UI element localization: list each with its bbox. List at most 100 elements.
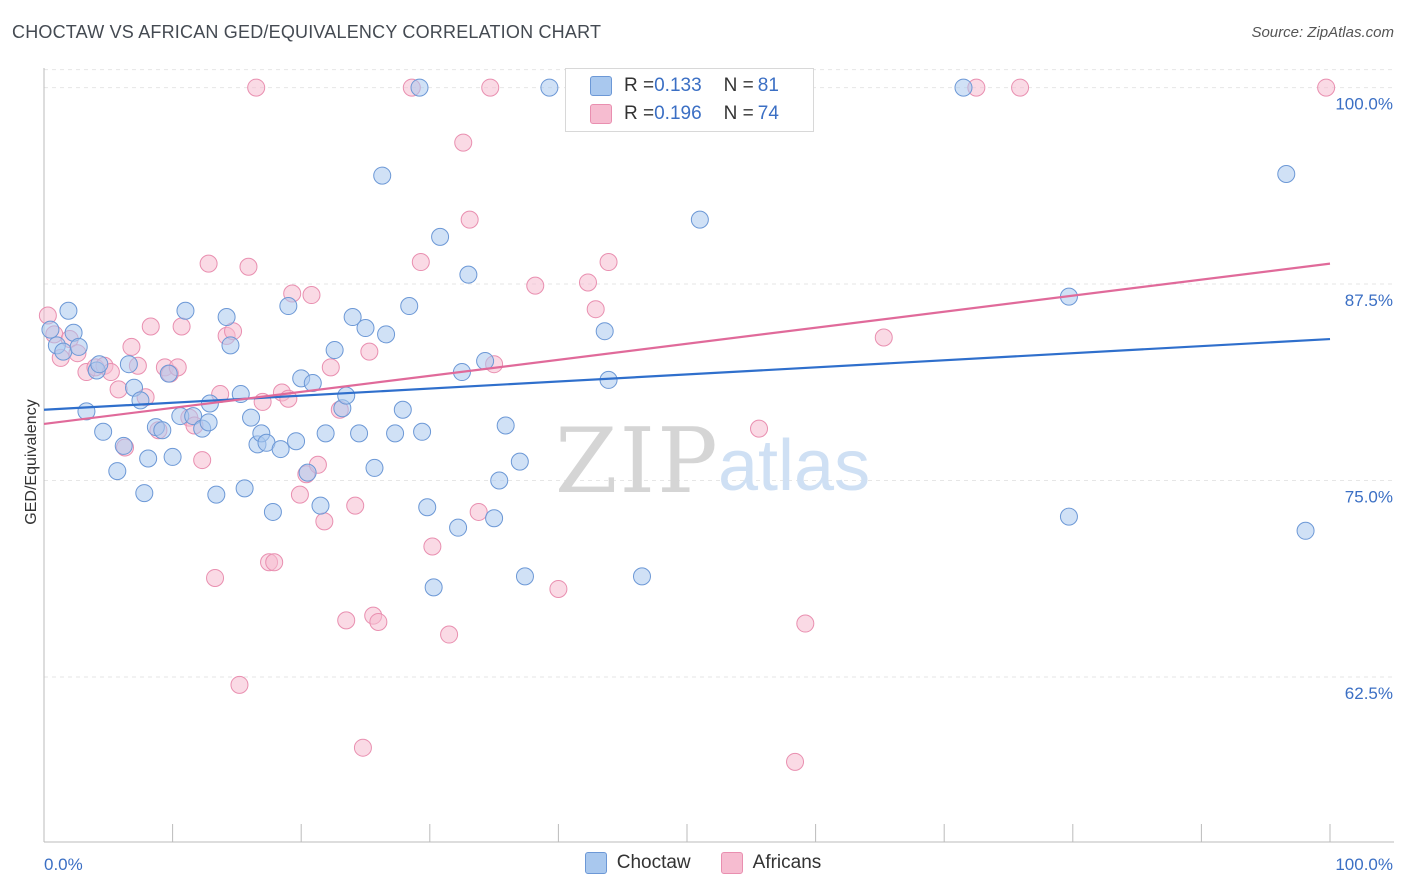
legend-item-choctaw: Choctaw — [584, 852, 691, 874]
choctaw-point — [1059, 507, 1078, 526]
legend-item-africans: Africans — [720, 852, 822, 874]
choctaw-point — [153, 421, 172, 440]
choctaw-point — [316, 424, 335, 443]
choctaw-point — [1296, 521, 1315, 540]
choctaw-point — [263, 502, 282, 521]
choctaw-point — [400, 297, 419, 316]
africans-point — [239, 257, 258, 276]
africans-trend-line — [43, 262, 1331, 426]
watermark-atlas: atlas — [718, 426, 870, 506]
africans-point — [122, 337, 141, 356]
choctaw-point — [410, 78, 429, 97]
n-value: 81 — [757, 75, 779, 96]
watermark-zip: ZIP — [555, 409, 720, 514]
choctaw-swatch — [584, 852, 607, 874]
choctaw-point — [235, 479, 254, 498]
africans-point — [230, 675, 249, 694]
choctaw-point — [298, 463, 317, 482]
y-tick-label: 100.0% — [1335, 95, 1393, 114]
africans-point — [1011, 78, 1030, 97]
legend-label: Africans — [752, 852, 822, 873]
africans-point — [469, 502, 488, 521]
y-tick-label: 62.5% — [1345, 684, 1393, 703]
choctaw-point — [413, 422, 432, 441]
africans-point — [193, 451, 212, 470]
n-value: 74 — [757, 103, 779, 124]
choctaw-point — [540, 78, 559, 97]
choctaw-point — [459, 265, 478, 284]
choctaw-point — [176, 301, 195, 320]
choctaw-point — [279, 297, 298, 316]
choctaw-point — [221, 336, 240, 355]
choctaw-point — [595, 322, 614, 341]
africans-point — [460, 210, 479, 229]
choctaw-swatch — [590, 76, 612, 96]
r-value: 0.133 — [654, 75, 702, 96]
choctaw-point — [69, 337, 88, 356]
choctaw-point — [184, 407, 203, 426]
choctaw-point — [119, 355, 138, 374]
choctaw-point — [476, 352, 495, 371]
choctaw-point — [159, 364, 178, 383]
africans-point — [290, 485, 309, 504]
choctaw-point — [373, 166, 392, 185]
africans-point — [369, 612, 388, 631]
correlation-legend: R = 0.133 N = 81 R = 0.196 N = 74 — [565, 68, 814, 132]
choctaw-point — [114, 436, 133, 455]
africans-point — [599, 253, 618, 272]
africans-point — [423, 537, 442, 556]
choctaw-point — [131, 391, 150, 410]
choctaw-point — [632, 567, 651, 586]
africans-point — [360, 342, 379, 361]
r-label: R = — [624, 75, 655, 96]
africans-point — [172, 317, 191, 336]
choctaw-point — [515, 567, 534, 586]
legend-label: Choctaw — [616, 852, 691, 873]
africans-point — [440, 625, 459, 644]
choctaw-point — [496, 416, 515, 435]
choctaw-point — [377, 325, 396, 344]
africans-point — [321, 358, 340, 377]
choctaw-point — [393, 400, 412, 419]
choctaw-point — [108, 462, 127, 481]
choctaw-point — [41, 320, 60, 339]
choctaw-point — [303, 374, 322, 393]
africans-point — [526, 276, 545, 295]
watermark: ZIP atlas — [555, 409, 870, 514]
choctaw-point — [690, 210, 709, 229]
y-tick-label: 75.0% — [1345, 488, 1393, 507]
africans-point — [265, 553, 284, 572]
africans-point — [109, 380, 128, 399]
africans-point — [247, 78, 266, 97]
africans-point — [411, 253, 430, 272]
africans-point — [302, 286, 321, 305]
x-tick-label: 0.0% — [44, 855, 83, 874]
choctaw-point — [325, 341, 344, 360]
n-label: N = — [723, 75, 754, 96]
africans-point — [481, 78, 500, 97]
choctaw-point — [418, 498, 437, 517]
x-tick-label: 100.0% — [1335, 855, 1393, 874]
choctaw-point — [490, 471, 509, 490]
choctaw-point — [242, 408, 261, 427]
trend-lines — [43, 262, 1331, 426]
africans-point — [786, 752, 805, 771]
africans-point — [353, 738, 372, 757]
y-tick-label: 87.5% — [1345, 291, 1393, 310]
tick-labels: 62.5% 75.0% 87.5% 100.0% 0.0% 100.0% — [44, 95, 1393, 874]
choctaw-point — [485, 509, 504, 528]
r-label: R = — [624, 103, 655, 124]
africans-point — [315, 512, 334, 531]
choctaw-point — [163, 447, 182, 466]
choctaw-point — [271, 440, 290, 459]
africans-point — [199, 254, 218, 273]
choctaw-point — [337, 386, 356, 405]
series-legend: Choctaw Africans — [0, 852, 1406, 874]
africans-point — [1317, 78, 1336, 97]
africans-point — [337, 611, 356, 630]
choctaw-point — [311, 496, 330, 515]
y-axis-label: GED/Equivalency — [23, 399, 40, 524]
legend-row-africans: R = 0.196 N = 74 — [590, 101, 779, 127]
choctaw-point — [356, 319, 375, 338]
